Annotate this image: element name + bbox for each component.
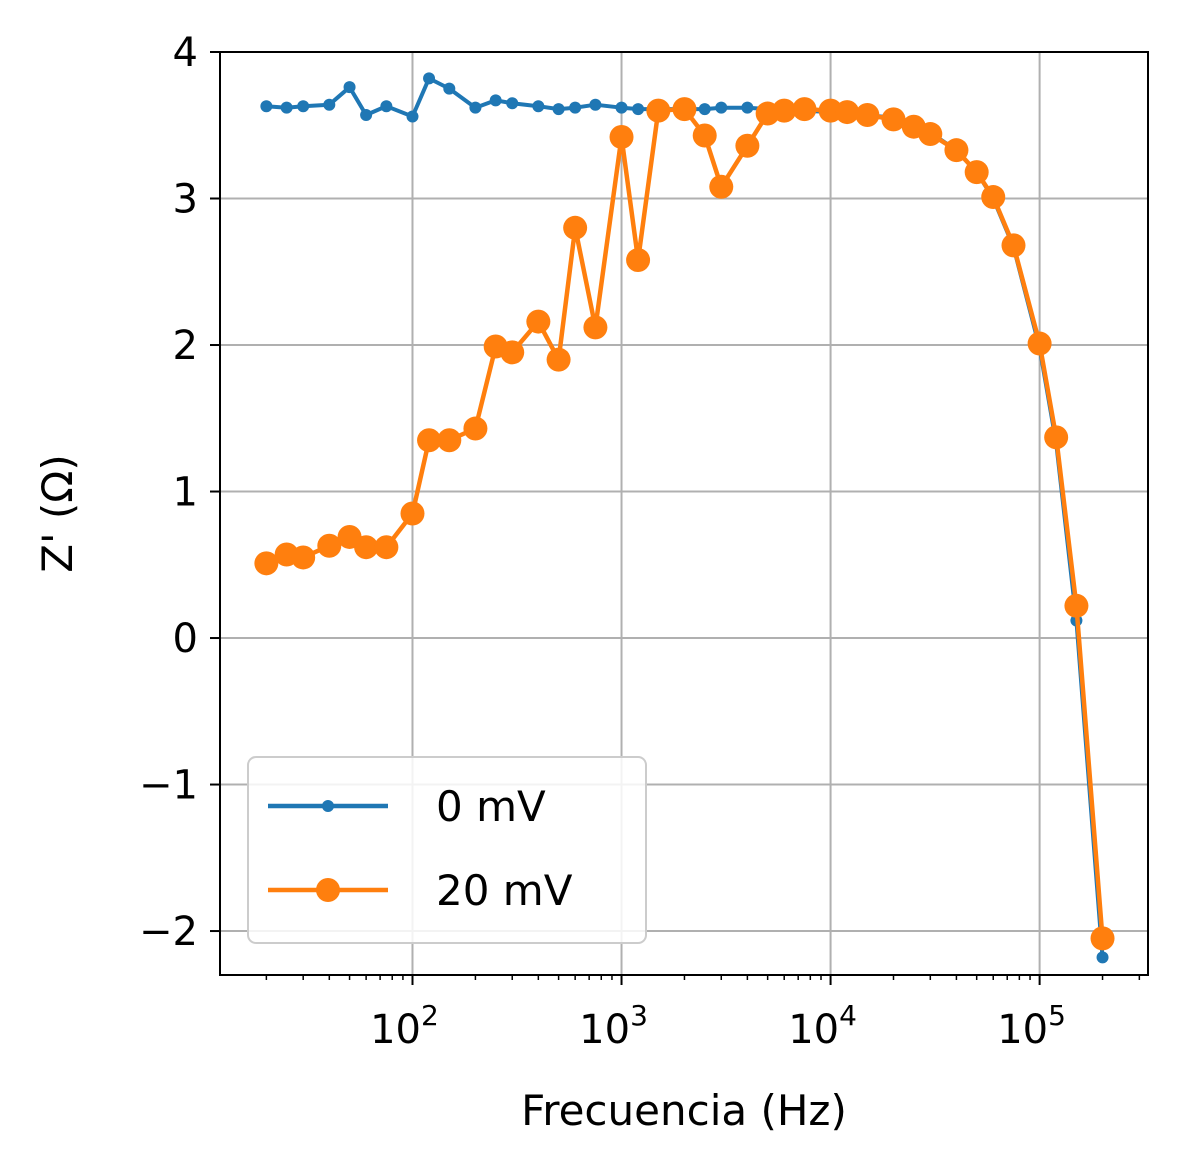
data-point [400, 501, 425, 526]
data-point [417, 428, 442, 453]
data-point [443, 82, 456, 95]
data-point [626, 248, 651, 273]
data-point [881, 107, 906, 132]
data-point [698, 103, 711, 116]
data-point [469, 101, 482, 114]
x-tick-exponent: 3 [630, 999, 648, 1032]
data-point [280, 101, 293, 114]
data-point [692, 123, 717, 148]
data-point [632, 103, 645, 116]
ticks [210, 51, 1141, 985]
y-axis-label: Z' (Ω) [33, 454, 82, 573]
y-tick-label: −2 [139, 909, 198, 955]
data-point [709, 174, 734, 199]
data-point [964, 160, 989, 185]
data-point [343, 81, 356, 94]
data-point [437, 428, 462, 453]
data-point [374, 535, 399, 560]
data-point [526, 309, 551, 334]
x-axis-label: Frecuencia (Hz) [521, 1086, 847, 1135]
x-tick-label: 105 [997, 999, 1066, 1053]
series-b [254, 97, 1115, 951]
data-point [489, 94, 502, 107]
legend-label: 20 mV [436, 866, 573, 915]
data-point [423, 72, 436, 85]
data-point [569, 101, 582, 114]
data-point [297, 100, 310, 113]
legend-marker [322, 800, 334, 812]
data-point [546, 347, 571, 372]
x-tick-exponent: 5 [1048, 999, 1066, 1032]
data-point [406, 110, 419, 123]
data-point [260, 100, 273, 113]
legend-label: 0 mV [436, 782, 546, 831]
tick-labels: 102 103 104 105 −2 −1 0 1 2 3 4 [139, 30, 1066, 1053]
data-point [563, 215, 588, 240]
data-point [323, 98, 336, 111]
data-point [532, 100, 545, 113]
data-point [715, 101, 728, 114]
data-point [317, 533, 342, 558]
data-point [380, 100, 393, 113]
data-point [500, 340, 525, 365]
data-point [855, 102, 880, 127]
x-tick-label: 102 [370, 999, 439, 1053]
data-point [741, 101, 754, 114]
data-point [944, 138, 969, 163]
y-tick-label: 1 [173, 470, 198, 516]
y-tick-label: 4 [173, 30, 198, 76]
y-tick-label: 0 [173, 616, 198, 662]
data-point [835, 100, 860, 125]
x-tick-exponent: 4 [839, 999, 857, 1032]
data-point [291, 545, 316, 570]
data-point [1090, 926, 1115, 951]
data-point [1001, 233, 1026, 258]
y-tick-label: 3 [173, 177, 198, 223]
data-point [360, 108, 373, 121]
data-point [552, 103, 565, 116]
data-point [1044, 425, 1069, 450]
data-point [792, 97, 817, 122]
legend: 0 mV 20 mV [247, 756, 647, 944]
data-point [772, 98, 797, 123]
x-tick-label: 103 [579, 999, 648, 1053]
legend-marker [316, 878, 340, 902]
data-point [1027, 331, 1052, 356]
x-tick-exponent: 2 [421, 999, 439, 1032]
data-point [463, 416, 488, 441]
data-point [589, 98, 602, 111]
data-point [981, 185, 1006, 210]
data-point [615, 101, 628, 114]
data-point [1096, 951, 1109, 964]
series-layer [254, 72, 1115, 964]
data-point [254, 551, 279, 576]
data-point [506, 97, 519, 110]
data-point [646, 98, 671, 123]
data-point [918, 122, 943, 147]
data-point [609, 124, 634, 149]
data-point [672, 97, 697, 122]
data-point [735, 133, 760, 158]
y-tick-label: −1 [139, 763, 198, 809]
legend-box [247, 756, 647, 944]
data-point [1064, 593, 1089, 618]
y-tick-label: 2 [173, 323, 198, 369]
x-tick-label: 104 [788, 999, 857, 1053]
data-point [583, 315, 608, 340]
data-point [354, 535, 379, 560]
